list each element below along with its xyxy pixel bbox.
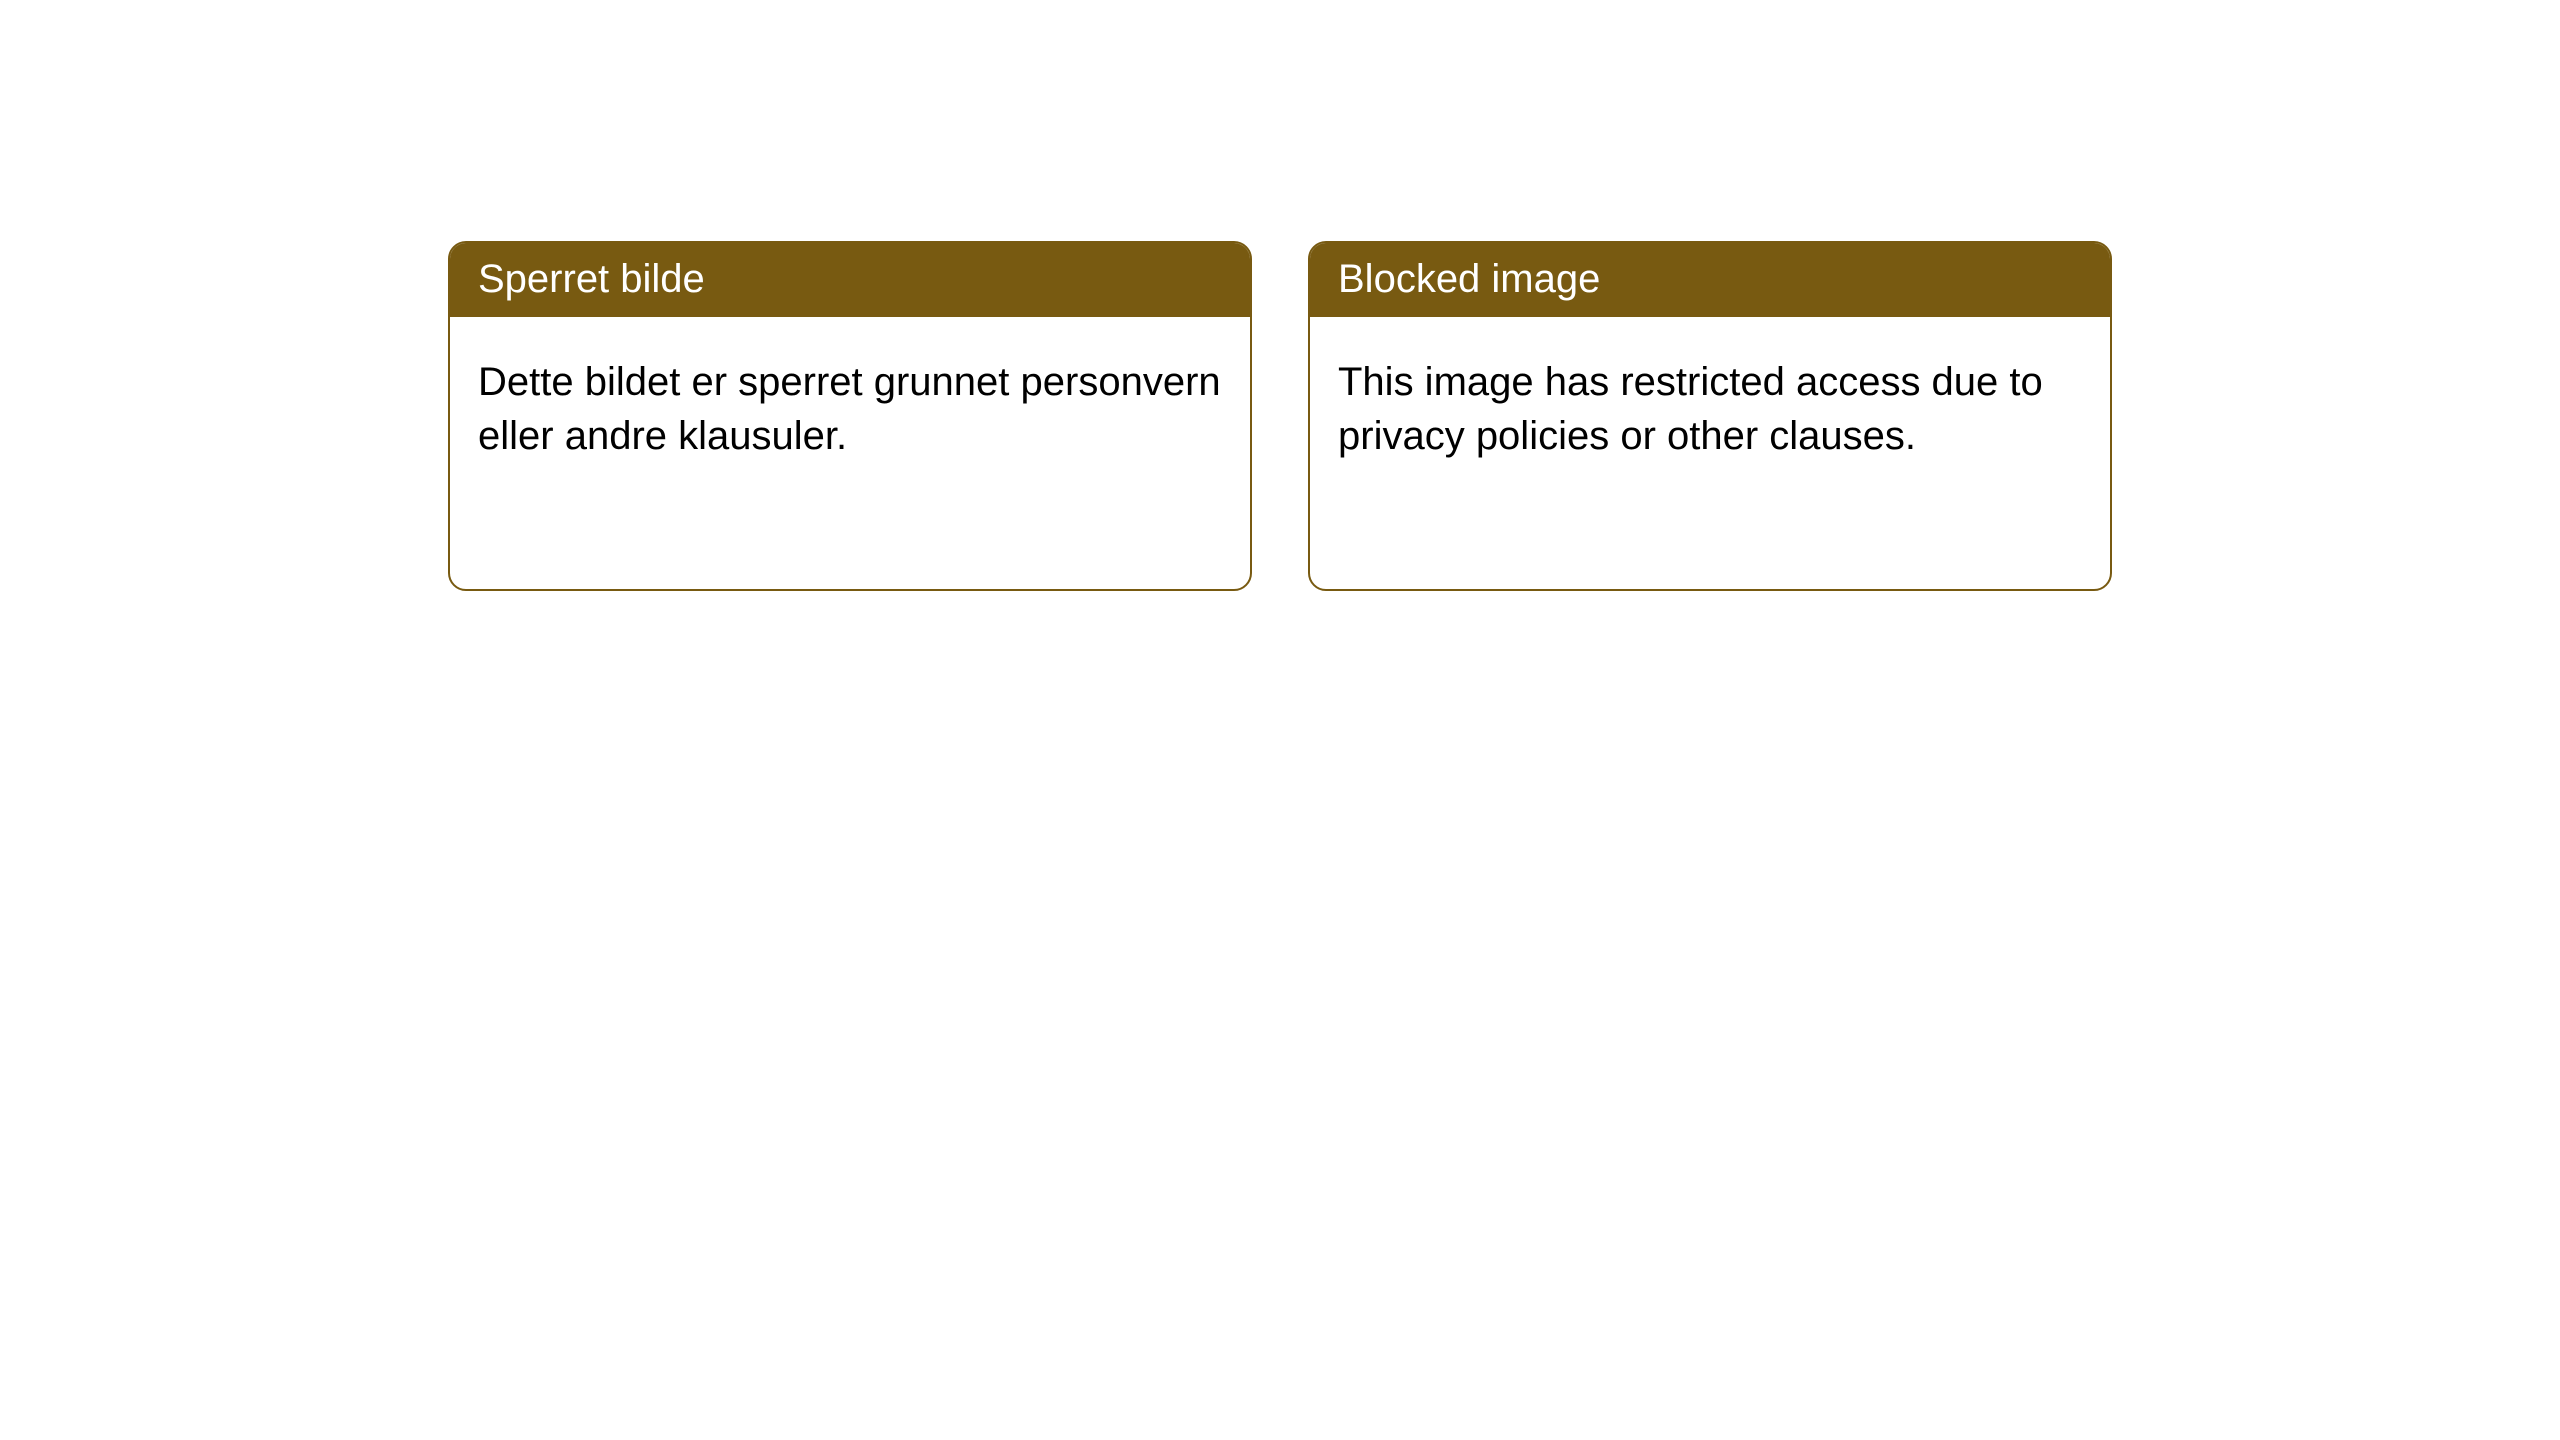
- notice-card-english: Blocked image This image has restricted …: [1308, 241, 2112, 591]
- card-header: Sperret bilde: [450, 243, 1250, 317]
- card-body: This image has restricted access due to …: [1310, 317, 2110, 589]
- card-body: Dette bildet er sperret grunnet personve…: [450, 317, 1250, 589]
- card-header: Blocked image: [1310, 243, 2110, 317]
- notice-container: Sperret bilde Dette bildet er sperret gr…: [0, 0, 2560, 591]
- notice-card-norwegian: Sperret bilde Dette bildet er sperret gr…: [448, 241, 1252, 591]
